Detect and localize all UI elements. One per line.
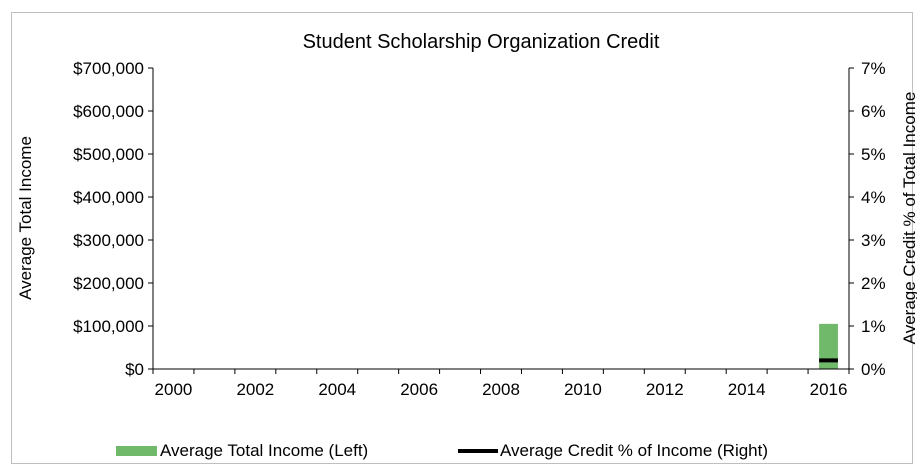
y-tick-label: $300,000 — [73, 231, 144, 250]
x-tick-label: 2006 — [400, 380, 438, 399]
y-tick-label: $500,000 — [73, 145, 144, 164]
y-tick-label: $600,000 — [73, 102, 144, 121]
y2-tick-label: 6% — [861, 102, 886, 121]
y2-tick-label: 3% — [861, 231, 886, 250]
x-tick-label: 2010 — [564, 380, 602, 399]
y2-tick-label: 5% — [861, 145, 886, 164]
y-tick-label: $400,000 — [73, 188, 144, 207]
y2-axis-label: Average Credit % of Total Income — [900, 92, 917, 345]
x-tick-label: 2016 — [810, 380, 848, 399]
bar-income-2016 — [819, 323, 838, 369]
y2-tick-label: 2% — [861, 274, 886, 293]
legend-label-income: Average Total Income (Left) — [160, 441, 368, 460]
y-axis-ticks: $0 $100,000 $200,000 $300,000 $400,000 $500,0… — [73, 59, 153, 379]
chart-title: Student Scholarship Organization Credit — [303, 31, 660, 53]
chart-marks — [819, 323, 838, 369]
y2-tick-label: 1% — [861, 317, 886, 336]
y-tick-label: $100,000 — [73, 317, 144, 336]
legend-label-credit: Average Credit % of Income (Right) — [500, 441, 768, 460]
legend: Average Total Income (Left) Average Cred… — [116, 441, 768, 460]
x-tick-label: 2000 — [155, 380, 193, 399]
x-tick-label: 2008 — [482, 380, 520, 399]
y-axis-label: Average Total Income — [16, 136, 35, 300]
x-tick-label: 2002 — [236, 380, 274, 399]
x-tick-label: 2004 — [318, 380, 356, 399]
y2-tick-label: 7% — [861, 59, 886, 78]
y-tick-label: $200,000 — [73, 274, 144, 293]
y2-tick-label: 4% — [861, 188, 886, 207]
legend-swatch-income — [116, 446, 157, 456]
y2-axis-ticks: 0% 1% 2% 3% 4% 5% 6% 7% — [849, 59, 886, 379]
y-tick-label: $0 — [125, 360, 144, 379]
x-axis-ticks: 2000 2002 2004 2006 2008 2010 2012 2014 2016 — [152, 369, 850, 399]
x-tick-label: 2012 — [646, 380, 684, 399]
y-tick-label: $700,000 — [73, 59, 144, 78]
x-tick-label: 2014 — [728, 380, 766, 399]
y2-tick-label: 0% — [861, 360, 886, 379]
